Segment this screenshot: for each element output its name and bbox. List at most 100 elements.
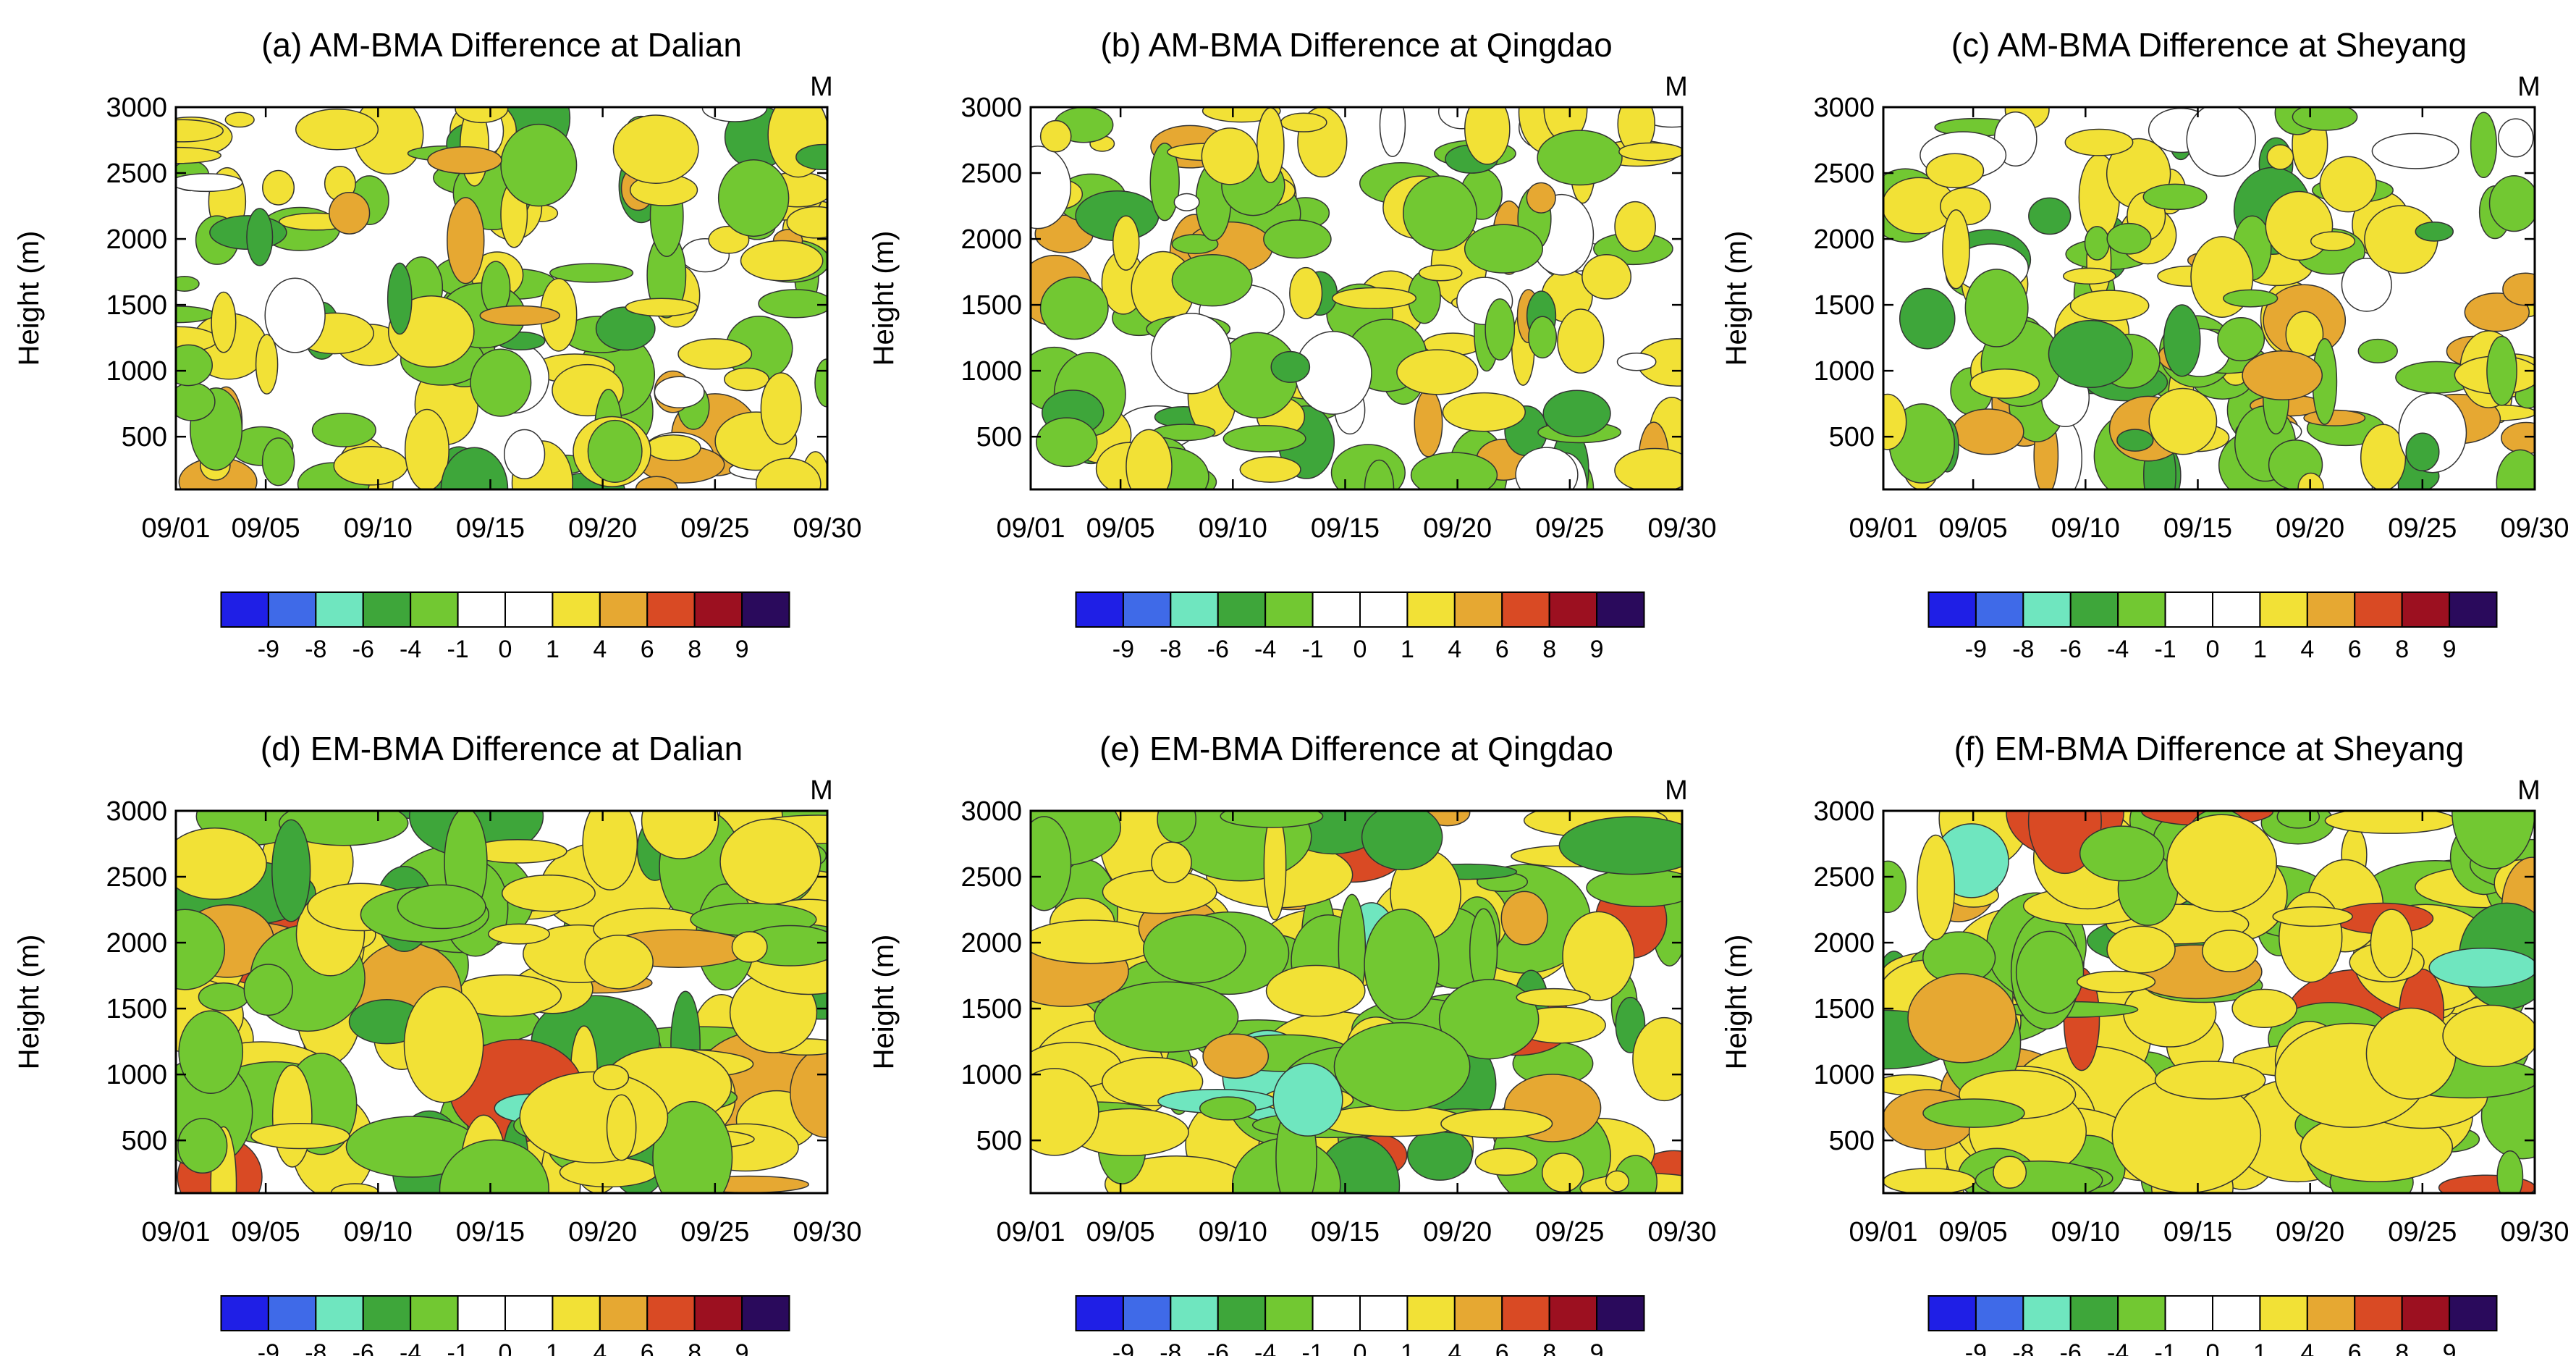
colorbar-label: 6 [1495, 1339, 1509, 1356]
colorbar-box [1406, 591, 1456, 628]
contour-patch [625, 298, 698, 317]
contour-patch [652, 1100, 733, 1193]
contour-patch [176, 173, 243, 193]
contour-patch [1537, 130, 1623, 186]
x-tick-label: 09/05 [1939, 1217, 2008, 1247]
contour-patch [1616, 353, 1657, 371]
y-tick-label: 2000 [960, 224, 1022, 255]
colorbar-label: 9 [2443, 636, 2457, 663]
contour-patch [2276, 811, 2320, 829]
y-tick-label: 1000 [960, 1060, 1022, 1090]
contour-patch [1272, 1062, 1343, 1137]
colorbar-box [1596, 1295, 1645, 1331]
contour-patch [488, 923, 550, 945]
contour-patch [1542, 389, 1611, 437]
x-tick-label: 09/01 [1849, 513, 1917, 544]
contour-patch [176, 909, 226, 990]
contour-patch [1528, 316, 1558, 359]
y-tick-label: 1000 [1813, 1060, 1875, 1090]
colorbar-box [2069, 1295, 2119, 1331]
colorbar-box [267, 591, 317, 628]
contour-patch [1031, 1068, 1099, 1156]
colorbar-box [2069, 591, 2119, 628]
colorbar-label: 9 [735, 1339, 749, 1356]
contour-patch [1289, 266, 1323, 319]
contour-patch [549, 263, 634, 283]
contour-patch [1199, 1096, 1257, 1121]
contour-patch [1263, 219, 1332, 259]
colorbar-label: 0 [499, 636, 512, 663]
contour-patch [606, 1094, 637, 1161]
contour-patch [2279, 891, 2343, 983]
contour-field [1883, 811, 2535, 1193]
y-axis-label: Height (m) [868, 231, 900, 366]
colorbar-label: 1 [1401, 1339, 1414, 1356]
y-tick-label: 2000 [106, 224, 167, 255]
colorbar-box [646, 1295, 696, 1331]
x-tick-label: 09/25 [2388, 1217, 2457, 1247]
y-tick-label: 3000 [960, 796, 1022, 827]
colorbar-label: 1 [546, 1339, 559, 1356]
colorbar-box [741, 1295, 790, 1331]
contour-patch [1515, 447, 1579, 489]
contour-patch [2069, 290, 2150, 321]
contour-patch [2488, 174, 2535, 232]
colorbar-label: 4 [593, 636, 607, 663]
contour-patch [1464, 224, 1544, 274]
contour-patch [1883, 860, 1906, 914]
y-tick-label: 2500 [106, 159, 167, 189]
colorbar-box [1217, 1295, 1267, 1331]
y-tick-label: 1500 [1813, 290, 1875, 321]
colorbar-box [220, 1295, 269, 1331]
contour-patch [1094, 981, 1239, 1053]
colorbar-label: 8 [2395, 1339, 2409, 1356]
contour-patch [2163, 304, 2201, 377]
plot-frame [1029, 809, 1684, 1195]
colorbar-label: -6 [1207, 636, 1229, 663]
panel-title: (f) EM-BMA Difference at Sheyang [1954, 730, 2465, 767]
contour-patch [740, 240, 824, 282]
y-tick-label: 2500 [106, 862, 167, 893]
y-tick-label: 1500 [106, 290, 167, 321]
x-tick-label: 09/25 [2388, 513, 2457, 544]
contour-patch [447, 197, 485, 285]
contour-patch [261, 437, 295, 487]
contour-patch [2015, 930, 2085, 1014]
contour-patch [2498, 118, 2534, 158]
colorbar-box [2164, 1295, 2213, 1331]
colorbar-box [599, 591, 649, 628]
x-tick-label: 09/01 [996, 513, 1065, 544]
contour-patch [1485, 298, 1516, 361]
contour-patch [2371, 132, 2459, 169]
colorbar-box [362, 591, 412, 628]
contour-patch [1364, 909, 1440, 1020]
contour-patch [176, 276, 200, 292]
contour-patch [504, 429, 546, 479]
colorbar-box [1264, 1295, 1314, 1331]
colorbar-label: 0 [1354, 1339, 1367, 1356]
colorbar-box [1312, 1295, 1361, 1331]
colorbar-box [1122, 1295, 1172, 1331]
contour-patch [198, 982, 250, 1011]
colorbar-box [1927, 1295, 1977, 1331]
x-tick-label: 09/20 [568, 1217, 637, 1247]
x-tick-label: 09/01 [996, 1217, 1065, 1247]
contour-field [176, 811, 827, 1193]
contour-patch [2292, 107, 2358, 131]
x-tick-label: 09/15 [456, 1217, 525, 1247]
contour-patch [1333, 1022, 1471, 1111]
contour-patch [177, 1118, 228, 1174]
contour-patch [2106, 925, 2176, 974]
colorbar-label: -9 [1965, 636, 1987, 663]
x-tick-label: 09/10 [1199, 513, 1267, 544]
x-tick-label: 09/20 [568, 513, 637, 544]
contour-patch [2496, 1150, 2524, 1193]
colorbar-label: 6 [2348, 1339, 2362, 1356]
colorbar-label: -9 [258, 636, 279, 663]
contour-patch [2428, 947, 2535, 988]
contour-patch [1173, 193, 1200, 211]
contour-patch [2231, 988, 2297, 1028]
contour-patch [2360, 424, 2407, 489]
colorbar-box [1501, 1295, 1550, 1331]
colorbar-label: -8 [1160, 636, 1181, 663]
